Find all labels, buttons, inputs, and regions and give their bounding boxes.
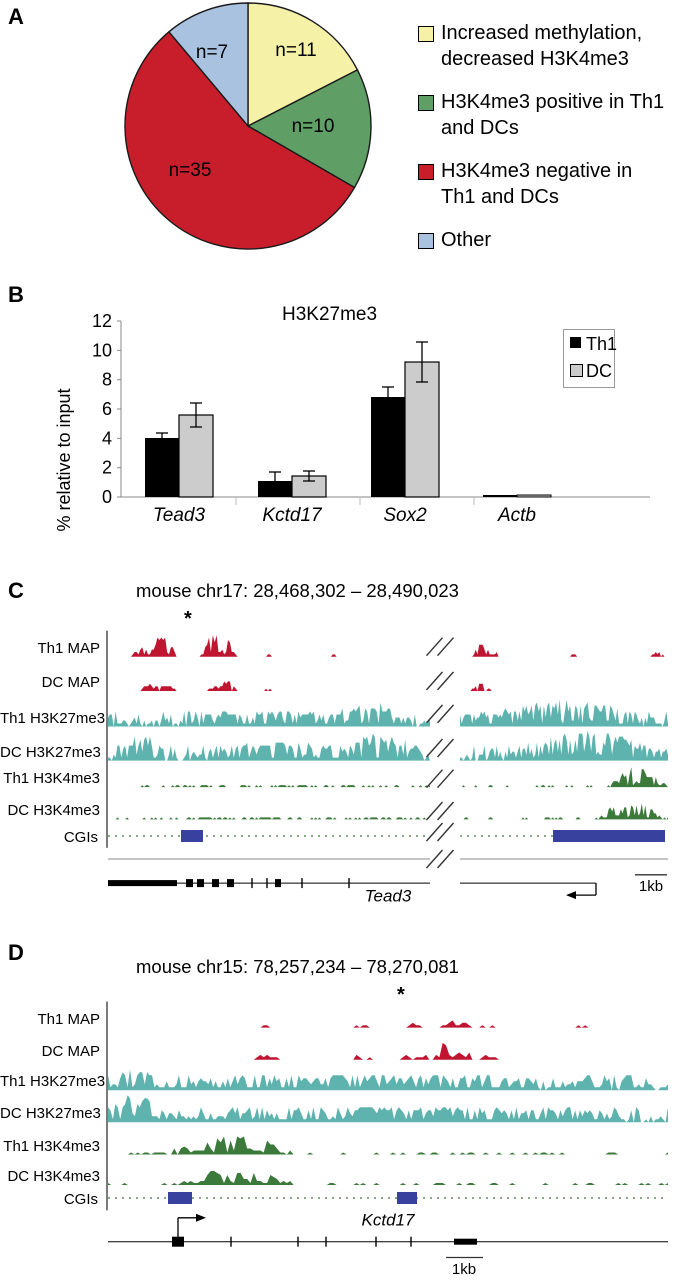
svg-text:10: 10 [92, 340, 112, 360]
svg-text:8: 8 [102, 370, 112, 390]
svg-text:1kb: 1kb [452, 1261, 476, 1278]
svg-text:2: 2 [102, 458, 112, 478]
svg-text:n=35: n=35 [169, 160, 212, 181]
svg-text:n=11: n=11 [275, 40, 316, 61]
svg-text:6: 6 [102, 399, 112, 419]
svg-text:0: 0 [102, 487, 112, 507]
svg-text:% relative to input: % relative to input [54, 388, 74, 531]
svg-text:Kctd17: Kctd17 [362, 1211, 415, 1230]
svg-text:1kb: 1kb [639, 878, 663, 895]
svg-text:4: 4 [102, 428, 112, 448]
svg-text:n=7: n=7 [196, 42, 228, 63]
svg-text:12: 12 [92, 311, 112, 331]
svg-text:Tead3: Tead3 [365, 886, 412, 905]
svg-text:n=10: n=10 [292, 116, 335, 137]
